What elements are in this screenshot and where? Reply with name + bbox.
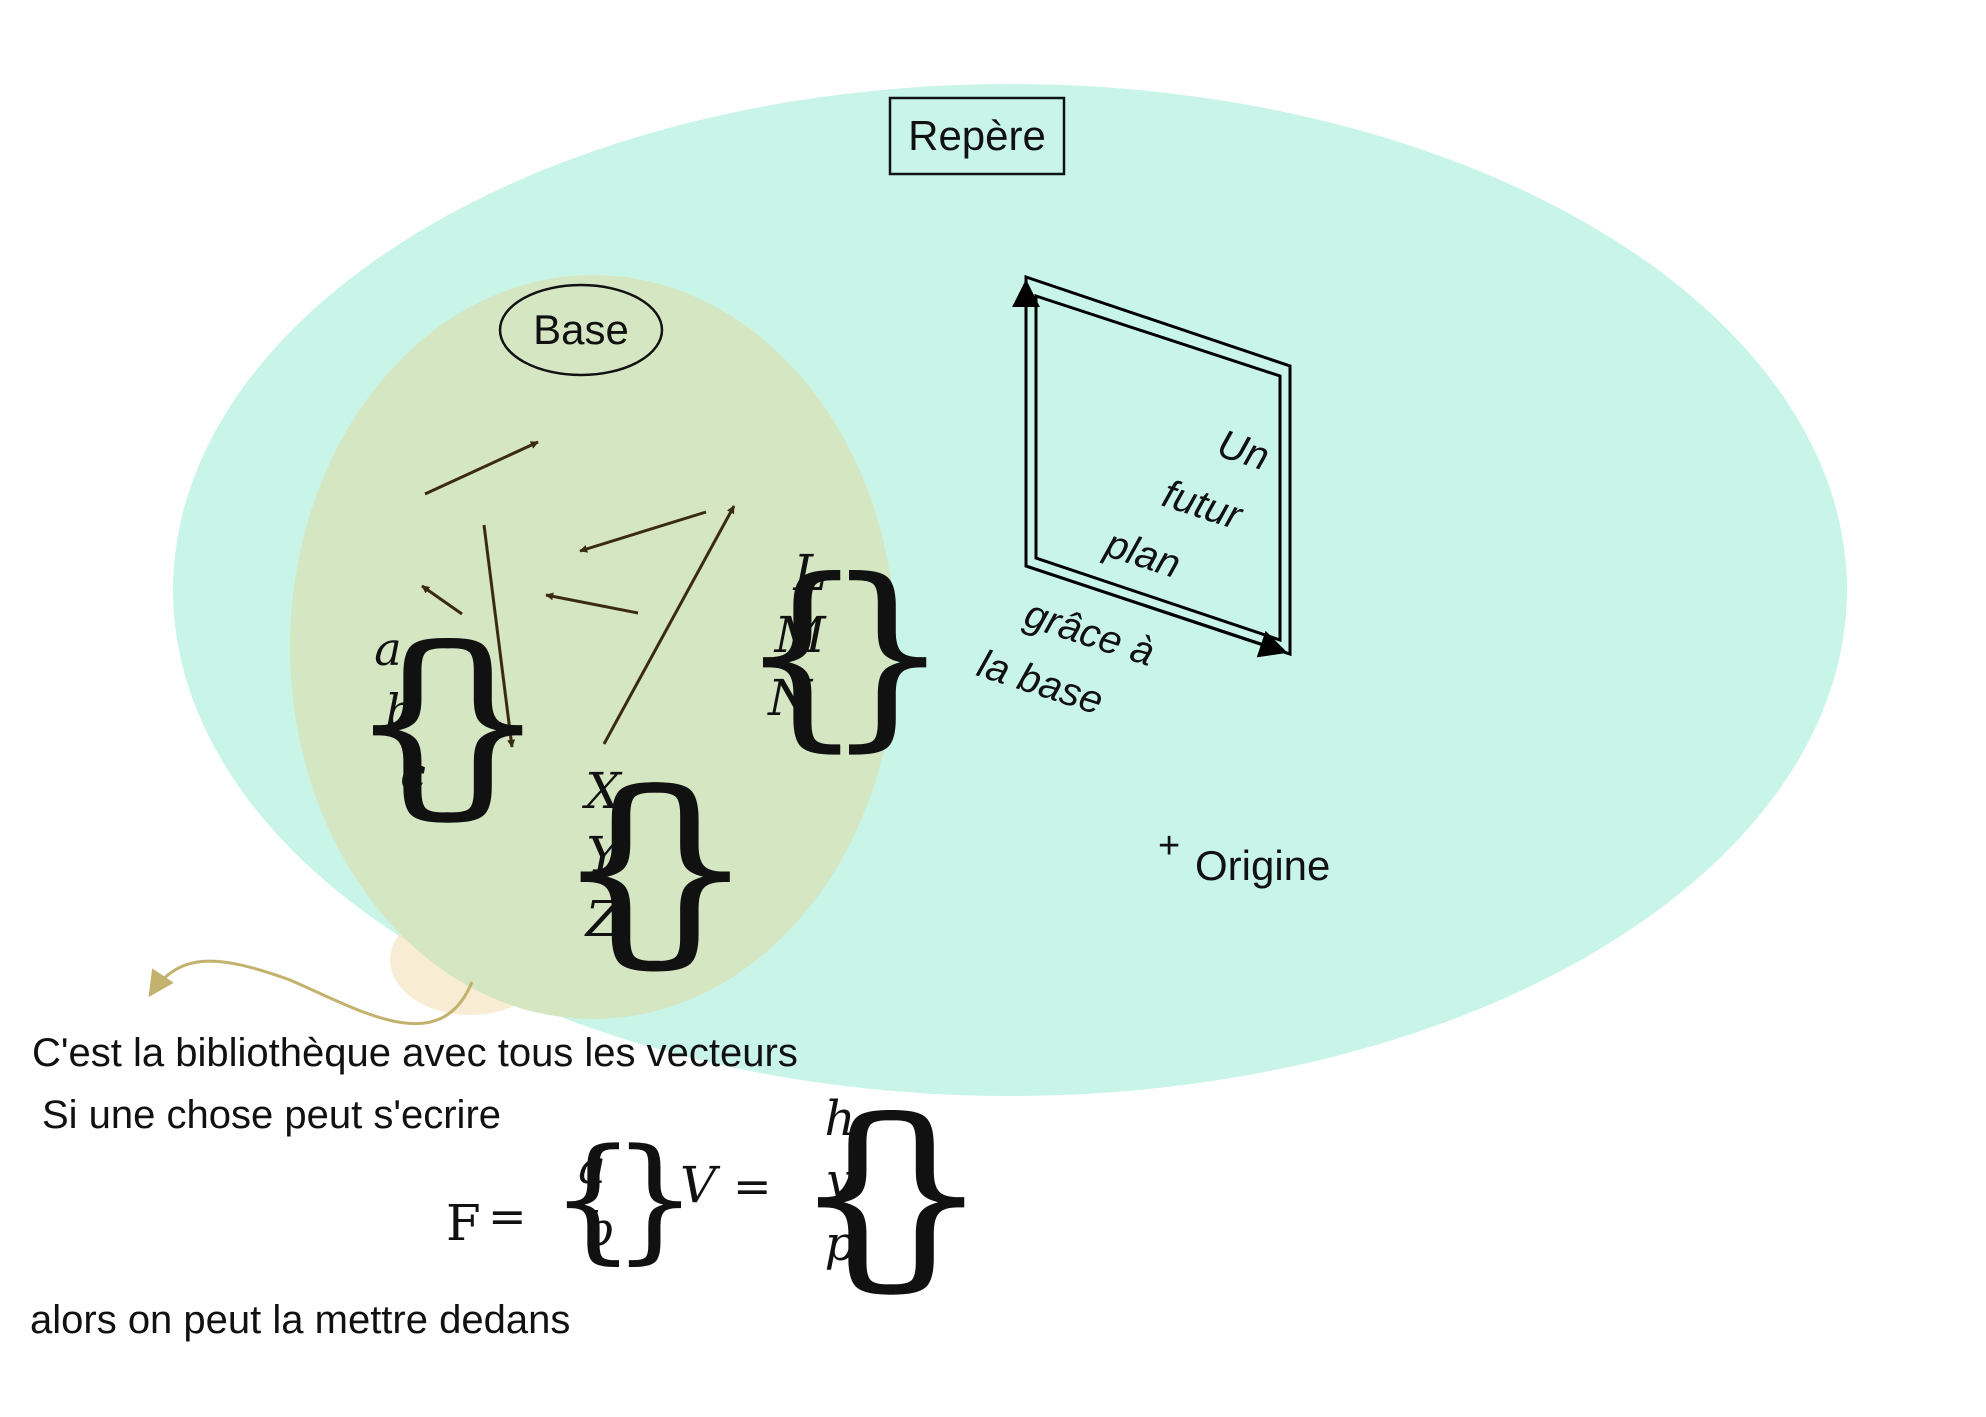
- note-arrow: [148, 959, 474, 1026]
- origin-marker: +: [1158, 825, 1180, 867]
- left-brace: {: [555, 749, 685, 987]
- vector-component: M: [773, 606, 827, 664]
- vector-arrow: [482, 524, 516, 748]
- f-equals: =: [488, 1189, 527, 1243]
- vector-arrow: [421, 584, 463, 616]
- v-equals: =: [733, 1159, 772, 1213]
- example-v: V = { } h v p: [680, 1077, 989, 1310]
- vector-arrow: [579, 510, 707, 553]
- vector-component: Y: [586, 826, 623, 884]
- vector-component: L: [792, 544, 826, 602]
- example-f: F = { } a b: [446, 1120, 698, 1277]
- f-name: F: [446, 1194, 481, 1252]
- right-brace: }: [824, 537, 951, 770]
- repere-label: Repère: [908, 112, 1046, 159]
- right-brace: }: [420, 605, 547, 838]
- f-component: a: [578, 1140, 605, 1194]
- left-brace: {: [738, 537, 865, 770]
- future-plane: [1012, 274, 1292, 658]
- right-brace: }: [862, 1077, 989, 1310]
- vector-component: a: [374, 622, 401, 676]
- right-brace: }: [625, 749, 755, 987]
- vector-arrow: [545, 592, 639, 615]
- plane-axis-horizontal: [1025, 564, 1288, 658]
- vector-arrow: [424, 440, 539, 496]
- vector-component: b: [385, 684, 414, 738]
- base-label: Base: [533, 306, 629, 353]
- left-brace: {: [793, 1077, 920, 1310]
- vector-component: c: [400, 747, 426, 801]
- vector-set-xyz: { } X Y Z: [555, 749, 755, 987]
- left-brace: {: [348, 605, 475, 838]
- left-brace: {: [550, 1120, 636, 1277]
- note-line-3: alors on peut la mettre dedans: [30, 1298, 570, 1342]
- vector-arrow: [602, 505, 736, 745]
- right-brace: }: [612, 1120, 698, 1277]
- base-label-bubble: Base: [498, 283, 664, 377]
- repere-label-box: Repère: [888, 96, 1066, 176]
- vector-component: X: [581, 762, 623, 820]
- v-name: V: [680, 1156, 721, 1214]
- base-region: [290, 275, 896, 1019]
- v-component: v: [826, 1153, 853, 1209]
- base-vectors: [421, 440, 736, 748]
- f-component: b: [585, 1202, 614, 1256]
- vector-component: N: [767, 669, 814, 727]
- vector-component: Z: [584, 890, 622, 948]
- note-line-1: C'est la bibliothèque avec tous les vect…: [32, 1031, 798, 1075]
- origin-label: Origine: [1195, 842, 1330, 889]
- origin: + Origine: [1158, 825, 1330, 889]
- note-line-2: Si une chose peut s'ecrire: [42, 1093, 501, 1137]
- vector-set-lmn: { } L M N: [738, 537, 951, 770]
- v-component: h: [825, 1091, 856, 1147]
- vector-set-abc: { } a b c: [348, 605, 547, 838]
- v-component: p: [825, 1216, 856, 1272]
